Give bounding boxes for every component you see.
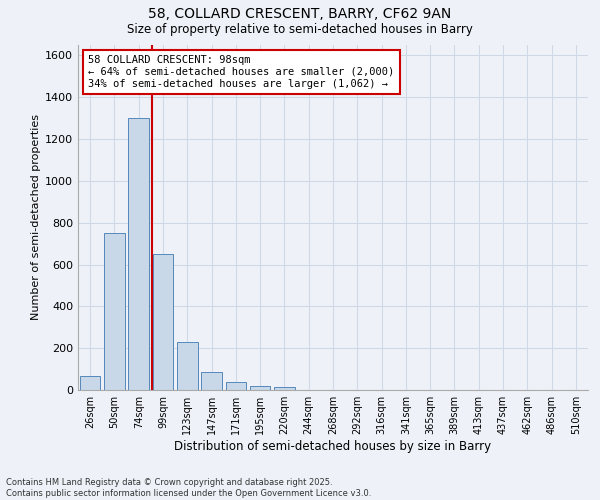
- Bar: [152, 254, 173, 390]
- Bar: [226, 382, 246, 390]
- Bar: [250, 386, 271, 390]
- Bar: [128, 118, 149, 390]
- Bar: [177, 342, 197, 390]
- Y-axis label: Number of semi-detached properties: Number of semi-detached properties: [31, 114, 41, 320]
- X-axis label: Distribution of semi-detached houses by size in Barry: Distribution of semi-detached houses by …: [175, 440, 491, 453]
- Text: 58, COLLARD CRESCENT, BARRY, CF62 9AN: 58, COLLARD CRESCENT, BARRY, CF62 9AN: [148, 8, 452, 22]
- Bar: [104, 233, 125, 390]
- Bar: [80, 376, 100, 390]
- Text: 58 COLLARD CRESCENT: 98sqm
← 64% of semi-detached houses are smaller (2,000)
34%: 58 COLLARD CRESCENT: 98sqm ← 64% of semi…: [88, 56, 394, 88]
- Bar: [201, 372, 222, 390]
- Text: Size of property relative to semi-detached houses in Barry: Size of property relative to semi-detach…: [127, 22, 473, 36]
- Bar: [274, 387, 295, 390]
- Text: Contains HM Land Registry data © Crown copyright and database right 2025.
Contai: Contains HM Land Registry data © Crown c…: [6, 478, 371, 498]
